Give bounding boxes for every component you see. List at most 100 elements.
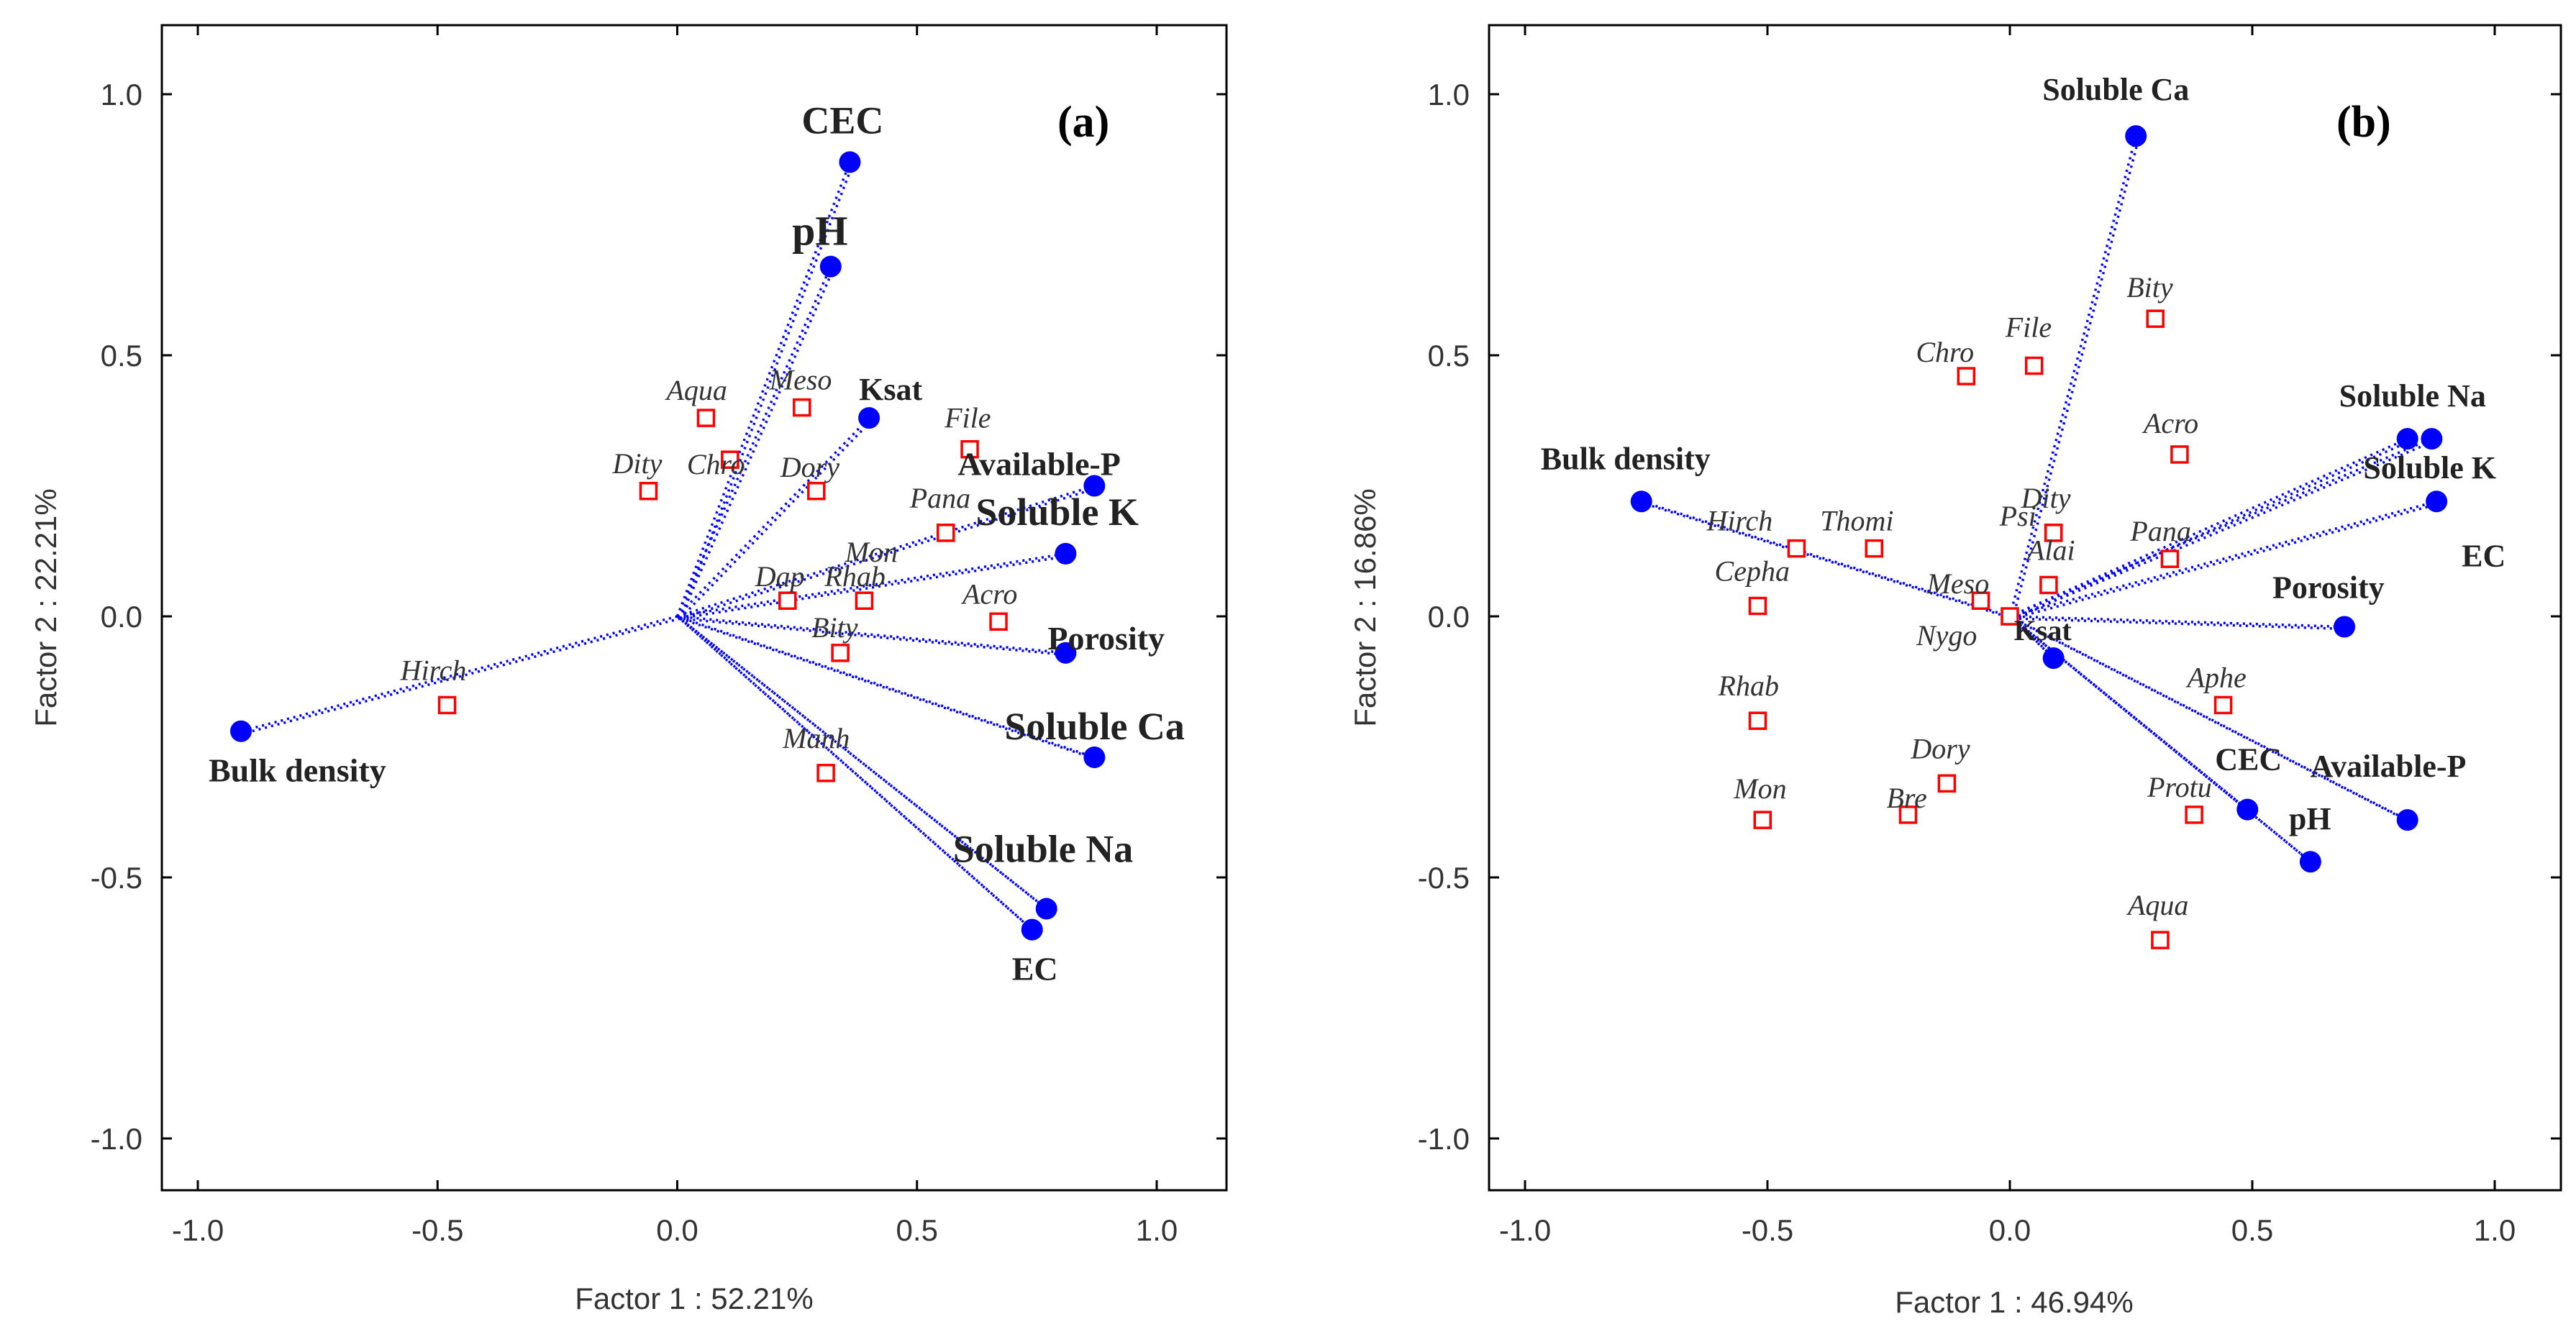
panel-a-loading-point-ksat bbox=[858, 407, 880, 429]
panel-b-case-label-aphe: Aphe bbox=[2185, 661, 2247, 693]
panel-b-loading-lines bbox=[1641, 135, 2440, 865]
panel-b-case-label-alai: Alai bbox=[2025, 534, 2075, 566]
panel-b-loading-line-porosity bbox=[2009, 615, 2345, 629]
panel-b-y-tick-label: -1.0 bbox=[1418, 1122, 1470, 1156]
panel-b-axis-ticks bbox=[1489, 25, 2561, 1190]
panel-a-y-tick-label: -0.5 bbox=[91, 861, 142, 895]
panel-b-case-marker-meso bbox=[1971, 591, 1990, 610]
panel-b-y-tick-label: 0.0 bbox=[1428, 600, 1470, 634]
panel-b-loading-line-porosity-shadow bbox=[2012, 617, 2348, 631]
panel-a-loading-line-soluble-ca bbox=[676, 615, 1095, 759]
panel-b-y-tick-label: -0.5 bbox=[1418, 861, 1470, 895]
panel-a-y-tick-label: 0.5 bbox=[101, 339, 142, 373]
panel-a-loading-line-ph-shadow bbox=[678, 268, 835, 619]
panel-a-loading-line-ksat-shadow bbox=[679, 419, 873, 620]
panel-a-case-label-dap: Dap bbox=[755, 560, 805, 593]
panel-a-loading-points bbox=[229, 151, 1106, 941]
panel-b-x-tick-label: 0.5 bbox=[2231, 1213, 2273, 1247]
panel-b-case-label-psi: Psi bbox=[1999, 500, 2036, 532]
panel-b-y-tick-label: 1.0 bbox=[1428, 78, 1470, 111]
panel-a-y-tick-labels: 1.0 0.5 0.0 -0.5 -1.0 bbox=[91, 78, 142, 1156]
panel-b-x-tick-label: -0.5 bbox=[1742, 1213, 1793, 1247]
panel-a-case-marker-hirch bbox=[437, 695, 457, 715]
panel-a-loading-line-soluble-ca-shadow bbox=[679, 617, 1098, 761]
panel-a-loading-point-ec bbox=[1021, 918, 1043, 941]
panel-a-y-axis-label: Factor 2 : 22.21% bbox=[29, 488, 63, 727]
panel-b-x-tick-label: 0.0 bbox=[1989, 1213, 2031, 1247]
panel-b-case-label-cepha: Cepha bbox=[1715, 554, 1790, 587]
panel-b-loading-point-porosity bbox=[2334, 616, 2356, 638]
panel-a-x-tick-label: -1.0 bbox=[172, 1213, 224, 1247]
panel-b-variable-label-cec: CEC bbox=[2215, 742, 2282, 777]
panel-a-loading-line-available-p-shadow bbox=[679, 486, 1098, 620]
panel-b-case-marker-pana bbox=[2160, 549, 2180, 568]
panel-b-case-label-chro: Chro bbox=[1916, 336, 1974, 368]
panel-b-variable-label-bulk-density: Bulk density bbox=[1541, 441, 1711, 476]
panel-a-loading-line-ksat bbox=[676, 416, 870, 618]
panel-b-tag: (b) bbox=[2336, 98, 2391, 147]
panel-a-y-tick-label: 0.0 bbox=[101, 600, 142, 634]
panel-a-x-tick-label: 1.0 bbox=[1136, 1213, 1178, 1247]
panel-b-case-marker-protu bbox=[2185, 805, 2203, 824]
panel-b-case-marker-psi bbox=[2044, 524, 2063, 542]
panel-a-loading-line-ec-shadow bbox=[679, 617, 1036, 933]
panel-b-loading-point-soluble-na bbox=[2396, 428, 2418, 450]
panel-a-case-marker-file bbox=[960, 439, 979, 459]
panel-a-loading-line-soluble-k-shadow bbox=[680, 554, 1069, 620]
panel-a-variable-label-ksat: Ksat bbox=[859, 372, 922, 407]
panel-b-loading-line-ec-shadow bbox=[2012, 502, 2440, 620]
panel-b-variable-labels: Soluble Ca Soluble Na Soluble K EC Porosity K… bbox=[1541, 72, 2506, 836]
panel-a-case-label-chro: Chro bbox=[687, 448, 745, 480]
panel-a-case-labels: Aqua Meso Chro Dity Dory File Mon Pana Dap Rhab Bi… bbox=[400, 364, 1018, 754]
panel-b-case-marker-bre bbox=[1898, 805, 1918, 824]
panel-b-variable-label-porosity: Porosity bbox=[2272, 570, 2385, 606]
panel-b-variable-label-ksat: Ksat bbox=[2014, 614, 2072, 647]
panel-b-case-label-pana: Pana bbox=[2129, 515, 2190, 547]
panel-a-variable-label-ph: pH bbox=[792, 208, 847, 255]
panel-b-loading-point-bulk-density bbox=[1630, 490, 1652, 513]
panel-b-case-marker-bity bbox=[2146, 309, 2165, 328]
panel-a-case-markers bbox=[437, 398, 1008, 782]
panel-a-variable-label-soluble-k: Soluble K bbox=[975, 490, 1139, 534]
panel-b-case-label-bity: Bity bbox=[2126, 271, 2173, 303]
panel-a-loading-line-porosity bbox=[677, 615, 1066, 654]
panel-b-case-label-dity: Dity bbox=[2021, 482, 2071, 514]
panel-b-variable-label-soluble-ca: Soluble Ca bbox=[2042, 72, 2189, 107]
panel-a-case-label-rhab: Rhab bbox=[824, 560, 885, 593]
panel-a-y-tick-label: -1.0 bbox=[91, 1122, 142, 1156]
panel-b-loading-point-ec bbox=[2426, 490, 2448, 513]
panel-b-x-axis-label: Factor 1 : 46.94% bbox=[1895, 1285, 2134, 1319]
panel-b-biplot: -1.0 -0.5 0.0 0.5 1.0 1.0 0.5 0.0 -0.5 -1.0 Bity… bbox=[1348, 24, 2562, 1319]
panel-b-case-label-aqua: Aqua bbox=[2126, 889, 2188, 921]
panel-b-variable-label-soluble-k: Soluble K bbox=[2363, 450, 2496, 485]
panel-a-case-label-dity: Dity bbox=[612, 447, 663, 480]
panel-a-case-label-file: File bbox=[944, 402, 991, 434]
panel-b-case-marker-dory bbox=[1937, 774, 1957, 793]
panel-b-case-marker-thomi bbox=[1865, 539, 1884, 558]
panel-a-case-label-aqua: Aqua bbox=[664, 374, 727, 406]
panel-b-case-marker-mon bbox=[1753, 811, 1772, 829]
panel-a-case-label-hirch: Hirch bbox=[400, 654, 467, 686]
panel-a-x-tick-label: 0.5 bbox=[896, 1213, 938, 1247]
panel-b-case-marker-alai bbox=[2039, 575, 2058, 595]
panel-b-case-marker-acro bbox=[2170, 445, 2189, 464]
panel-a-plot-frame bbox=[160, 24, 1228, 1192]
panel-b-variable-label-available-p: Available-P bbox=[2311, 749, 2467, 784]
panel-a-loading-line-ec bbox=[676, 615, 1033, 931]
panel-a-loading-point-soluble-ca bbox=[1083, 747, 1106, 769]
panel-b-case-marker-chro bbox=[1957, 367, 1976, 385]
panel-a-loading-line-soluble-k bbox=[677, 552, 1066, 618]
panel-a-loading-point-soluble-na bbox=[1035, 898, 1057, 920]
panel-b-case-marker-aphe bbox=[2213, 695, 2233, 715]
panel-a-case-label-bity: Bity bbox=[811, 611, 858, 644]
panel-a-x-tick-label: -0.5 bbox=[411, 1213, 463, 1247]
panel-a-variable-label-cec: CEC bbox=[801, 99, 883, 142]
panel-a-case-marker-dity bbox=[639, 482, 658, 501]
panel-b-case-markers bbox=[1748, 309, 2233, 949]
panel-a-loading-lines bbox=[240, 161, 1098, 933]
panel-a-case-label-acro: Acro bbox=[960, 578, 1017, 610]
panel-b-loading-point-ph bbox=[2299, 851, 2321, 873]
panel-a-tag: (a) bbox=[1057, 98, 1109, 147]
panel-a-loading-point-porosity bbox=[1055, 642, 1077, 664]
